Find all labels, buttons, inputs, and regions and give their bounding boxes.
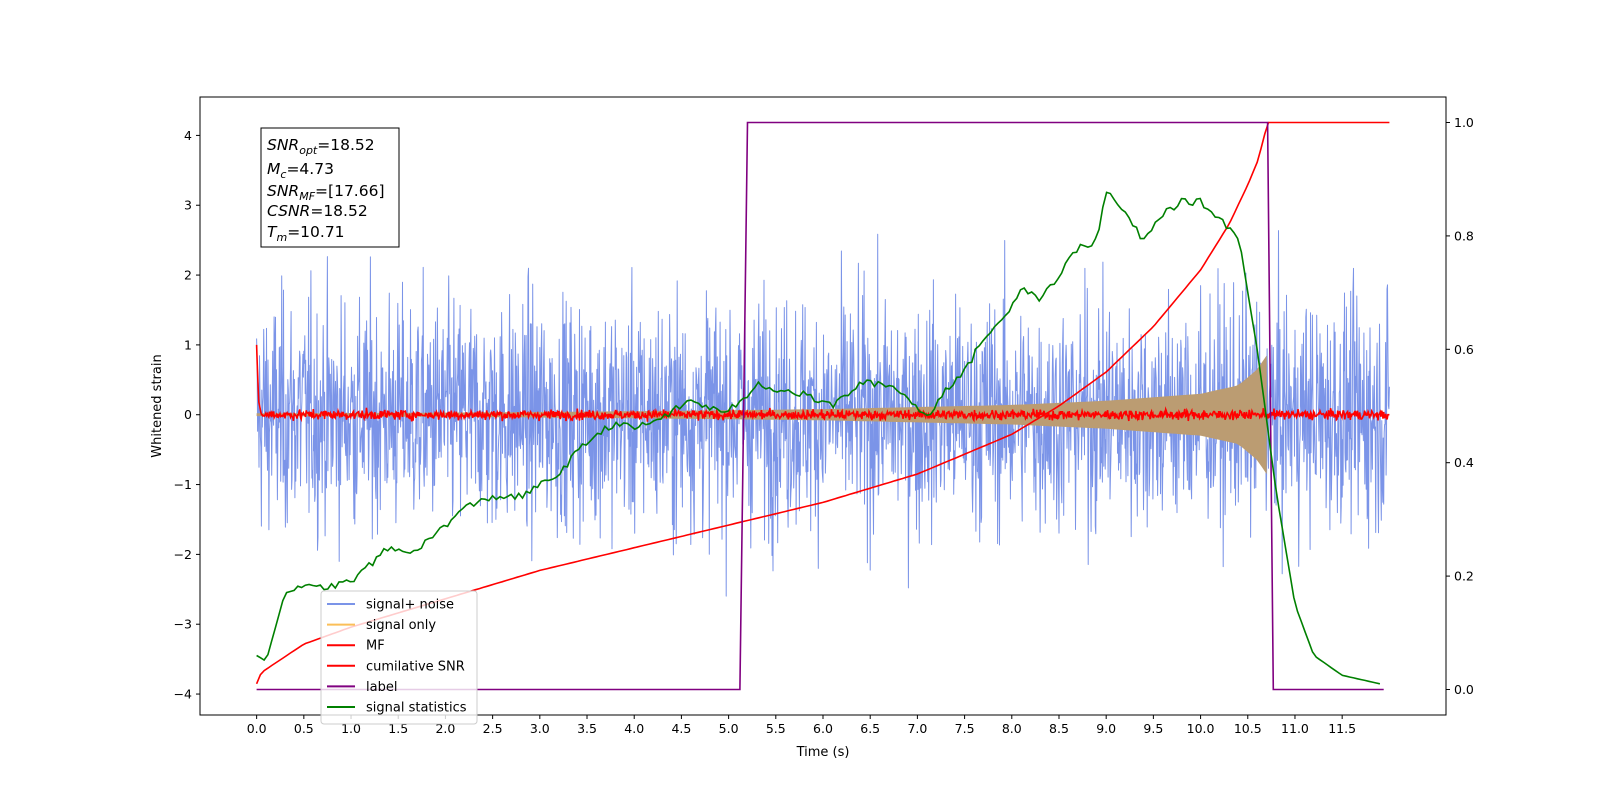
- x-tick-label: 4.0: [624, 721, 644, 736]
- y-tick-label: 0: [184, 407, 192, 422]
- y-tick-label: −3: [174, 617, 192, 632]
- x-tick-label: 0.5: [294, 721, 314, 736]
- y-tick-label: 2: [184, 268, 192, 283]
- stats-box-frame: [260, 127, 400, 248]
- x-tick-label: 8.0: [1002, 721, 1022, 736]
- x-tick-label: 5.0: [719, 721, 739, 736]
- y2-tick-label: 1.0: [1454, 115, 1474, 130]
- x-tick-label: 8.5: [1049, 721, 1069, 736]
- x-tick-label: 0.0: [247, 721, 267, 736]
- y2-tick-label: 0.2: [1454, 569, 1474, 584]
- y-axis-title: Whitened strain: [150, 354, 165, 457]
- x-tick-label: 2.5: [483, 721, 503, 736]
- x-tick-label: 7.0: [907, 721, 927, 736]
- stat-snr-mf: SNRMF=[17.66]: [267, 182, 385, 203]
- legend-label-signal_only: signal only: [366, 618, 436, 633]
- stat-tm: Tm=10.71: [267, 223, 345, 244]
- legend-label-signal_statistics: signal statistics: [366, 701, 467, 716]
- y2-tick-label: 0.4: [1454, 455, 1474, 470]
- y-axis-right: 1.0 0.8 0.6 0.4 0.2 0.0: [1446, 115, 1474, 697]
- legend-label-cumulative_snr: cumilative SNR: [366, 659, 465, 674]
- x-tick-label: 4.5: [671, 721, 691, 736]
- x-tick-label: 1.5: [388, 721, 408, 736]
- x-tick-label: 11.5: [1328, 721, 1356, 736]
- x-tick-label: 9.5: [1143, 721, 1163, 736]
- x-tick-label: 11.0: [1281, 721, 1309, 736]
- legend: signal+ noise signal only MF cumilative SNR…: [320, 590, 478, 725]
- legend-label-signal_noise: signal+ noise: [366, 598, 454, 613]
- x-axis: 0.0 0.5 1.0 1.5 2.0 2.5 3.0 3.5 4.0 4.5 5.0 5.5 6.0 6…: [247, 715, 1356, 736]
- y2-tick-label: 0.8: [1454, 228, 1474, 243]
- signal-statistics-line: [256, 191, 1381, 685]
- mf-line: [255, 344, 1390, 423]
- legend-label-mf: MF: [366, 639, 385, 654]
- stat-snr-opt: SNRopt=18.52: [267, 136, 375, 157]
- x-axis-title: Time (s): [796, 745, 850, 760]
- y2-tick-label: 0.6: [1454, 342, 1474, 357]
- y-tick-label: −4: [174, 687, 192, 702]
- x-tick-label: 2.0: [435, 721, 455, 736]
- y-tick-label: −2: [174, 547, 192, 562]
- stats-box: SNRopt=18.52 Mc=4.73 SNRMF=[17.66] CSNR=…: [260, 127, 400, 248]
- x-tick-label: 7.5: [955, 721, 975, 736]
- x-tick-label: 6.5: [860, 721, 880, 736]
- x-tick-label: 9.0: [1096, 721, 1116, 736]
- y-tick-label: 1: [184, 337, 192, 352]
- x-tick-label: 1.0: [341, 721, 361, 736]
- x-tick-label: 10.5: [1234, 721, 1262, 736]
- label-line: [256, 121, 1384, 691]
- y-tick-label: 3: [184, 198, 192, 213]
- stat-mc: Mc=4.73: [267, 160, 334, 181]
- stat-csnr: CSNR=18.52: [267, 202, 368, 220]
- x-tick-label: 3.0: [530, 721, 550, 736]
- x-tick-label: 10.0: [1187, 721, 1215, 736]
- signal-noise-line: [256, 230, 1390, 597]
- y-axis-left: 4 3 2 1 0 −1 −2 −3 −4: [174, 128, 200, 702]
- x-tick-label: 5.5: [766, 721, 786, 736]
- y-tick-label: −1: [174, 477, 192, 492]
- y-tick-label: 4: [184, 128, 192, 143]
- y2-tick-label: 0.0: [1454, 682, 1474, 697]
- legend-frame: [320, 590, 478, 725]
- legend-label-label: label: [366, 680, 397, 695]
- x-tick-label: 6.0: [813, 721, 833, 736]
- x-tick-label: 3.5: [577, 721, 597, 736]
